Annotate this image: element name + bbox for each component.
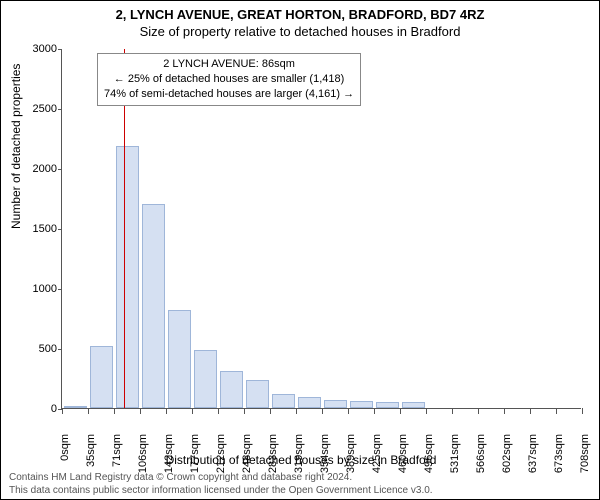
chart-title-subtitle: Size of property relative to detached ho… bbox=[1, 24, 599, 39]
histogram-bar bbox=[220, 371, 243, 408]
histogram-bar bbox=[90, 346, 113, 408]
histogram-bar bbox=[168, 310, 191, 408]
histogram-bar bbox=[350, 401, 373, 408]
y-axis-label: Number of detached properties bbox=[9, 64, 23, 229]
y-tick-label: 2500 bbox=[17, 103, 57, 115]
y-tick-label: 1500 bbox=[17, 223, 57, 235]
histogram-bar bbox=[298, 397, 321, 408]
chart-area: 0500100015002000250030000sqm35sqm71sqm10… bbox=[61, 49, 581, 409]
histogram-bar bbox=[194, 350, 217, 408]
info-line-2: ← 25% of detached houses are smaller (1,… bbox=[104, 72, 354, 87]
footer-line-2: This data contains public sector informa… bbox=[9, 485, 433, 498]
histogram-bar bbox=[116, 146, 139, 408]
histogram-bar bbox=[272, 394, 295, 408]
chart-title-address: 2, LYNCH AVENUE, GREAT HORTON, BRADFORD,… bbox=[1, 7, 599, 22]
info-line-1: 2 LYNCH AVENUE: 86sqm bbox=[104, 57, 354, 72]
chart-container: 2, LYNCH AVENUE, GREAT HORTON, BRADFORD,… bbox=[0, 0, 600, 500]
histogram-bar bbox=[246, 380, 269, 408]
x-axis-label: Distribution of detached houses by size … bbox=[1, 453, 600, 467]
histogram-bar bbox=[324, 400, 347, 408]
y-tick-label: 500 bbox=[17, 343, 57, 355]
histogram-bar bbox=[402, 402, 425, 408]
info-line-3: 74% of semi-detached houses are larger (… bbox=[104, 87, 354, 102]
histogram-bar bbox=[64, 406, 87, 408]
y-tick-label: 0 bbox=[17, 403, 57, 415]
histogram-bar bbox=[376, 402, 399, 408]
info-box: 2 LYNCH AVENUE: 86sqm ← 25% of detached … bbox=[97, 53, 361, 106]
y-tick-label: 3000 bbox=[17, 43, 57, 55]
footer-line-1: Contains HM Land Registry data © Crown c… bbox=[9, 472, 433, 485]
histogram-bar bbox=[142, 204, 165, 408]
y-tick-label: 2000 bbox=[17, 163, 57, 175]
footer: Contains HM Land Registry data © Crown c… bbox=[9, 472, 433, 497]
y-tick-label: 1000 bbox=[17, 283, 57, 295]
